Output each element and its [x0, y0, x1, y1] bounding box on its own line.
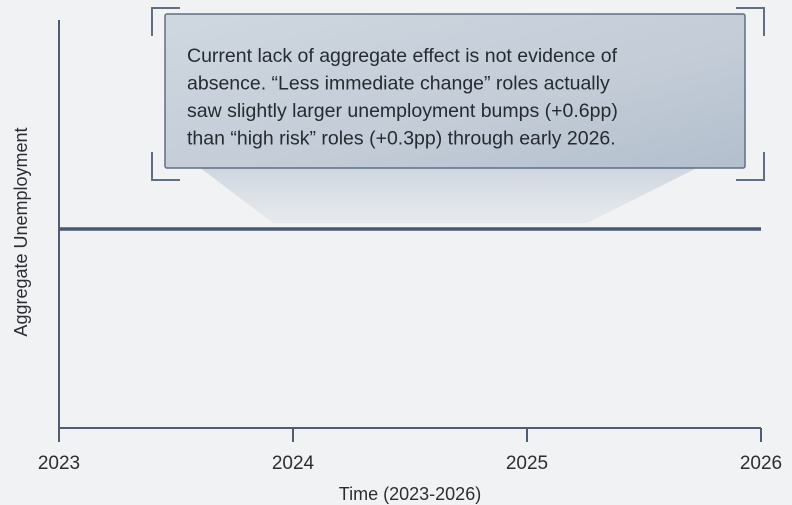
callout-corner [151, 152, 180, 181]
axes [58, 20, 761, 429]
callout-corner [736, 7, 765, 36]
callout-corner [736, 152, 765, 181]
x-ticks: 2023 2024 2025 2026 [38, 428, 782, 474]
callout-corner [151, 7, 180, 36]
annotation-line: than “high risk” roles (+0.3pp) through … [187, 128, 616, 150]
y-axis-title: Aggregate Unemployment [11, 127, 31, 336]
x-tick-label: 2025 [506, 453, 548, 474]
annotation-callout: Current lack of aggregate effect is not … [151, 7, 765, 223]
x-axis-title: Time (2023-2026) [339, 484, 481, 504]
callout-pointer [195, 164, 705, 223]
callout-box [164, 13, 746, 169]
annotation-line: Current lack of aggregate effect is not … [187, 45, 618, 67]
annotation-line: absence. “Less immediate change” roles a… [187, 73, 610, 95]
x-tick-label: 2024 [272, 453, 315, 474]
x-tick-label: 2026 [740, 453, 782, 474]
annotation-line: saw slightly larger unemployment bumps (… [187, 100, 618, 122]
x-tick-label: 2023 [38, 453, 80, 474]
